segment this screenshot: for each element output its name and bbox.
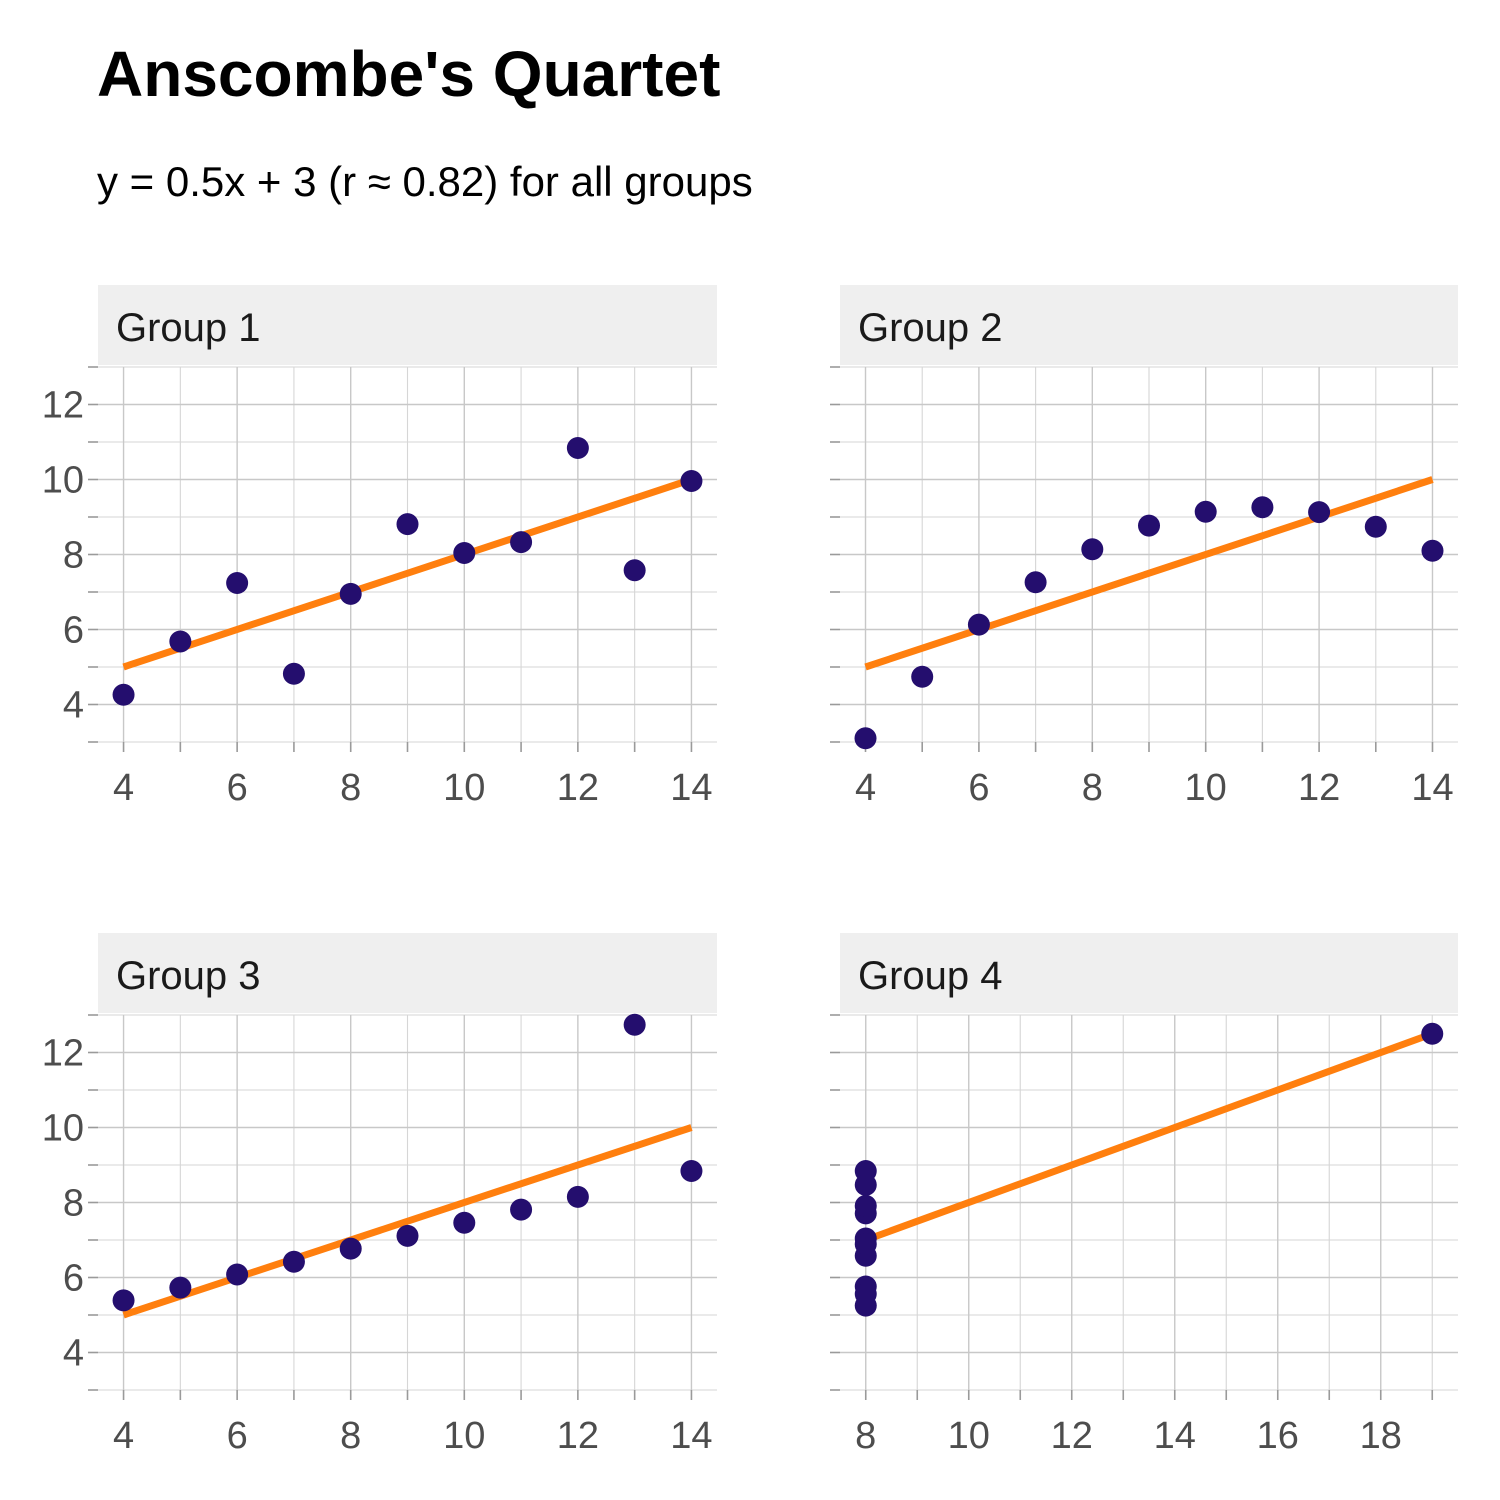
data-point [510,1198,533,1221]
x-tick-label: 16 [1257,1415,1299,1457]
panel-strip-label: Group 4 [858,954,1003,998]
y-tick-label: 10 [42,460,84,502]
data-point [1421,539,1444,562]
data-point [566,437,589,459]
x-tick-label: 6 [227,767,248,809]
data-point [282,1250,305,1273]
data-point [1308,501,1331,524]
data-point [1421,1022,1444,1045]
y-tick-label: 8 [63,1183,84,1225]
x-tick-label: 14 [1154,1415,1196,1457]
panel-1: Group 1 4 6 8 10 12 14 4 6 8 10 12 [42,285,717,809]
data-point [854,1283,877,1305]
panel-strip-label: Group 3 [116,954,261,998]
data-point [339,1237,362,1260]
data-point [339,582,362,605]
y-tick-label: 6 [63,1258,84,1300]
panel-strip [98,933,717,1013]
x-tick-label: 10 [443,1415,485,1457]
panel-strip-label: Group 2 [858,306,1003,350]
data-point [1194,500,1217,523]
y-tick-label: 4 [63,685,84,727]
x-tick-label: 8 [340,1415,361,1457]
data-point [112,683,135,706]
data-point [1024,571,1047,594]
x-tick-label: 12 [557,1415,599,1457]
data-point [1081,538,1104,561]
x-tick-label: 4 [855,767,876,809]
data-point [169,1276,192,1299]
data-point [623,559,646,582]
panel-strip [840,933,1458,1013]
x-tick-label: 4 [113,1415,134,1457]
panel-strip-label: Group 1 [116,306,261,350]
fit-line [122,1124,693,1319]
x-tick-label: 8 [1082,767,1103,809]
x-tick-label: 12 [1298,767,1340,809]
y-tick-label: 10 [42,1108,84,1150]
data-point [510,531,533,554]
chart-title: Anscombe's Quartet [97,38,720,110]
panel-strip [98,285,717,365]
x-tick-label: 12 [1051,1415,1093,1457]
data-point [396,1224,419,1247]
fit-line [122,476,693,671]
data-point [854,1173,877,1196]
data-point [854,727,877,750]
data-point [169,630,192,653]
panel-4: Group 4 8 10 12 14 16 18 [830,933,1458,1457]
y-tick-label: 4 [63,1333,84,1375]
data-point [854,1194,877,1217]
x-tick-label: 8 [855,1415,876,1457]
y-tick-label: 6 [63,610,84,652]
data-point [680,470,703,492]
data-point [453,1211,476,1234]
data-point [1364,515,1387,538]
x-tick-label: 10 [1185,767,1227,809]
y-tick-label: 12 [42,385,84,427]
data-point [911,665,934,688]
x-tick-label: 10 [443,767,485,809]
data-point [623,1013,646,1036]
data-point [112,1289,135,1312]
y-tick-label: 12 [42,1033,84,1075]
y-tick-label: 8 [63,535,84,577]
data-point [1251,496,1274,519]
x-tick-label: 4 [113,767,134,809]
data-point [453,542,476,564]
x-tick-label: 14 [1411,767,1453,809]
data-point [1138,514,1160,537]
x-tick-label: 8 [340,767,361,809]
data-point [226,572,249,594]
x-tick-label: 14 [670,767,712,809]
panel-3: Group 3 4 6 8 10 12 14 4 6 8 10 12 [42,933,717,1457]
x-tick-label: 14 [670,1415,712,1457]
fit-line [864,476,1434,671]
x-tick-label: 10 [948,1415,990,1457]
x-tick-label: 18 [1360,1415,1402,1457]
x-tick-label: 6 [227,1415,248,1457]
x-tick-label: 6 [968,767,989,809]
data-point [680,1160,703,1182]
panel-strip [840,285,1458,365]
data-point [967,613,990,636]
chart-subtitle: y = 0.5x + 3 (r ≈ 0.82) for all groups [97,158,753,205]
data-point [396,513,419,536]
data-point [226,1263,249,1286]
data-point [282,662,305,685]
fit-line [864,1030,1434,1244]
data-point [566,1185,589,1208]
panel-2: Group 2 4 6 8 10 12 14 [830,285,1458,809]
data-point [854,1233,877,1256]
x-tick-label: 12 [557,767,599,809]
